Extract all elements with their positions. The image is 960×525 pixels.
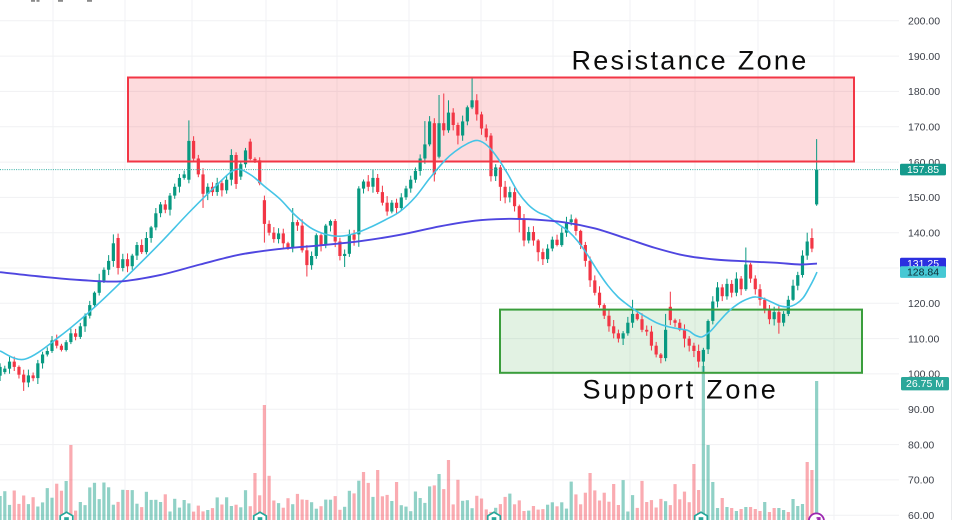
svg-text:190.00: 190.00 (908, 51, 940, 63)
svg-text:157.85: 157.85 (907, 164, 939, 176)
svg-text:170.00: 170.00 (908, 122, 940, 134)
svg-text:140.00: 140.00 (908, 228, 940, 240)
svg-text:200.00: 200.00 (908, 16, 940, 28)
svg-text:26.75 M: 26.75 M (906, 378, 944, 390)
svg-text:Support Zone: Support Zone (582, 374, 778, 404)
svg-text:110.00: 110.00 (908, 333, 939, 345)
svg-text:70.00: 70.00 (908, 475, 934, 487)
svg-text:Resistance Zone: Resistance Zone (571, 45, 808, 75)
svg-text:128.84: 128.84 (907, 267, 939, 279)
svg-text:150.00: 150.00 (908, 192, 940, 204)
svg-text:90.00: 90.00 (908, 404, 934, 416)
svg-text:60.00: 60.00 (908, 510, 934, 520)
svg-text:120.00: 120.00 (908, 298, 940, 310)
svg-text:80.00: 80.00 (908, 439, 934, 451)
svg-text:180.00: 180.00 (908, 86, 940, 98)
